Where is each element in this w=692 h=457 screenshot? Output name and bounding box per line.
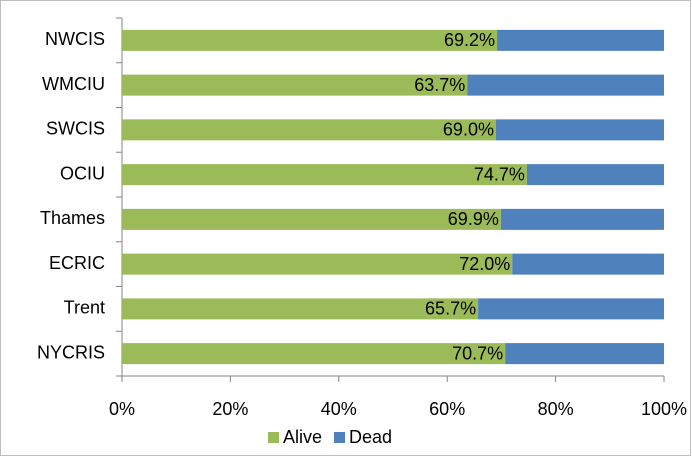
y-tick-label: NWCIS bbox=[45, 29, 105, 49]
bar-segment bbox=[526, 164, 664, 186]
data-label: 70.7% bbox=[452, 343, 503, 363]
data-label: 63.7% bbox=[414, 75, 465, 95]
legend-swatch bbox=[334, 432, 346, 443]
x-tick-label: 100% bbox=[641, 399, 687, 419]
y-tick-label: ECRIC bbox=[49, 253, 105, 273]
bar-segment bbox=[122, 298, 479, 320]
bar-segment bbox=[122, 29, 498, 51]
data-label: 65.7% bbox=[425, 299, 476, 319]
legend-label: Alive bbox=[283, 427, 322, 447]
y-tick-label: NYCRIS bbox=[37, 342, 105, 362]
data-label: 69.2% bbox=[444, 30, 495, 50]
bar-segment bbox=[495, 119, 664, 141]
bar-segment bbox=[122, 253, 513, 275]
data-label: 74.7% bbox=[474, 164, 525, 184]
bar-segment bbox=[505, 343, 664, 365]
bar-segment bbox=[122, 119, 496, 141]
x-tick-label: 60% bbox=[429, 399, 465, 419]
bar-segment bbox=[500, 208, 664, 230]
y-tick-label: Thames bbox=[40, 208, 105, 228]
bar-segment bbox=[478, 298, 664, 320]
data-label: 69.0% bbox=[443, 120, 494, 140]
data-label: 69.9% bbox=[448, 209, 499, 229]
bar-segment bbox=[122, 343, 506, 365]
y-tick-label: OCIU bbox=[60, 163, 105, 183]
bar-segment bbox=[122, 164, 527, 186]
x-tick-label: 20% bbox=[212, 399, 248, 419]
legend-swatch bbox=[268, 432, 279, 443]
legend-label: Dead bbox=[349, 427, 392, 447]
x-tick-label: 80% bbox=[538, 399, 574, 419]
bar-segment bbox=[467, 74, 664, 96]
bar-segment bbox=[122, 208, 501, 230]
bar-segment bbox=[122, 74, 468, 96]
x-tick-label: 0% bbox=[109, 399, 135, 419]
bar-segment bbox=[497, 29, 664, 51]
bar-segment bbox=[512, 253, 664, 275]
x-tick-label: 40% bbox=[321, 399, 357, 419]
y-tick-label: Trent bbox=[64, 298, 105, 318]
y-tick-label: SWCIS bbox=[46, 119, 105, 139]
data-label: 72.0% bbox=[459, 254, 510, 274]
y-tick-label: WMCIU bbox=[42, 74, 105, 94]
